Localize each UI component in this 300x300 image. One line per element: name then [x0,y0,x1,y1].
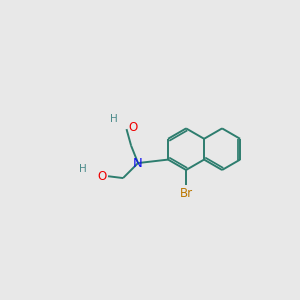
Text: H: H [110,114,118,124]
Text: O: O [97,170,106,183]
Text: Br: Br [179,187,193,200]
Text: H: H [79,164,86,174]
Text: N: N [133,157,143,169]
Text: O: O [128,121,137,134]
